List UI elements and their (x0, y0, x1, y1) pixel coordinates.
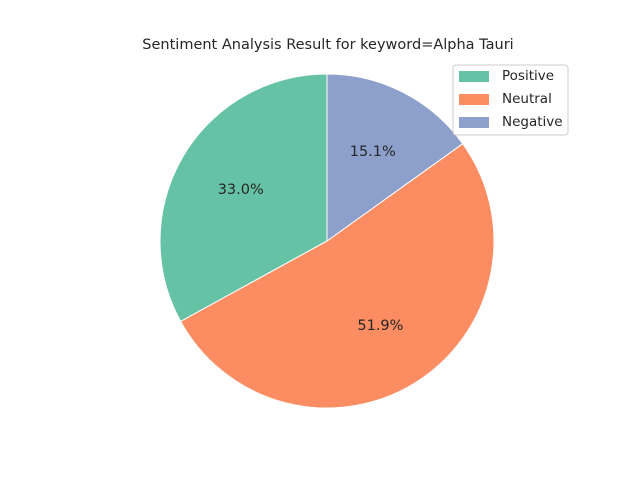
pie-slices (159, 73, 495, 409)
legend-label-neutral: Neutral (502, 91, 552, 107)
slice-label-negative: 15.1% (350, 144, 396, 160)
chart-title: Sentiment Analysis Result for keyword=Al… (142, 37, 513, 53)
legend-swatch-positive (459, 71, 489, 82)
legend-swatch-negative (459, 117, 489, 128)
pie-slice-neutral (180, 143, 495, 409)
slice-label-positive: 33.0% (218, 182, 264, 198)
pie-slice-positive (159, 73, 328, 322)
legend: Positive Neutral Negative (452, 64, 569, 136)
slice-label-neutral: 51.9% (357, 318, 403, 334)
legend-swatch-neutral (459, 94, 489, 105)
legend-label-positive: Positive (502, 68, 554, 84)
legend-label-negative: Negative (502, 114, 563, 130)
pie-slice-labels: 33.0% 51.9% 15.1% (218, 144, 404, 334)
